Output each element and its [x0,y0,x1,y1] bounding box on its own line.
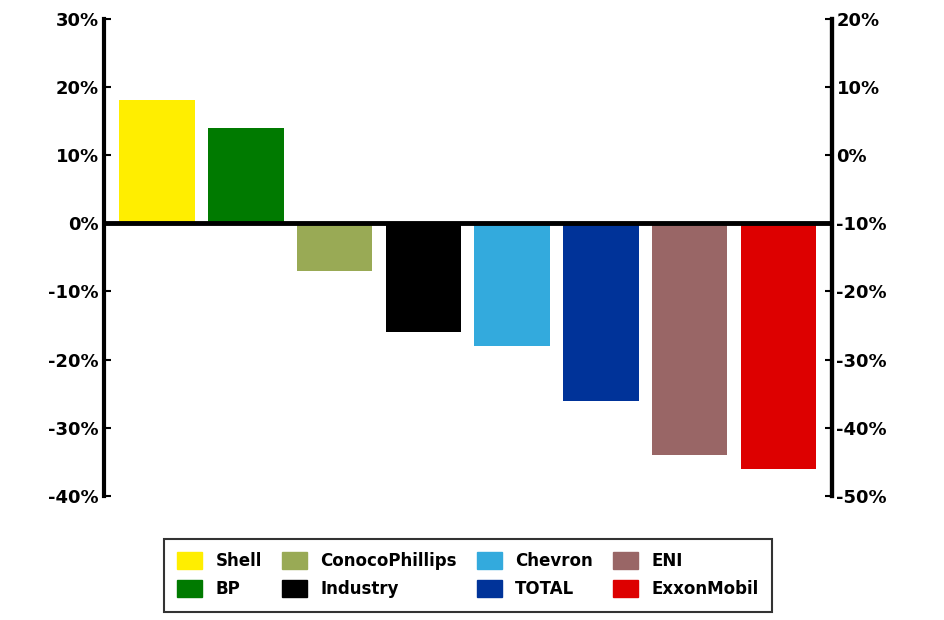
Bar [119,100,194,223]
Bar [651,223,727,455]
Bar [385,223,461,332]
Bar [740,223,816,469]
Bar [563,223,638,401]
Bar [474,223,549,346]
Bar [208,128,283,223]
Legend: Shell, BP, ConocoPhillips, Industry, Chevron, TOTAL, ENI, ExxonMobil: Shell, BP, ConocoPhillips, Industry, Che… [163,539,771,612]
Bar [296,223,372,271]
